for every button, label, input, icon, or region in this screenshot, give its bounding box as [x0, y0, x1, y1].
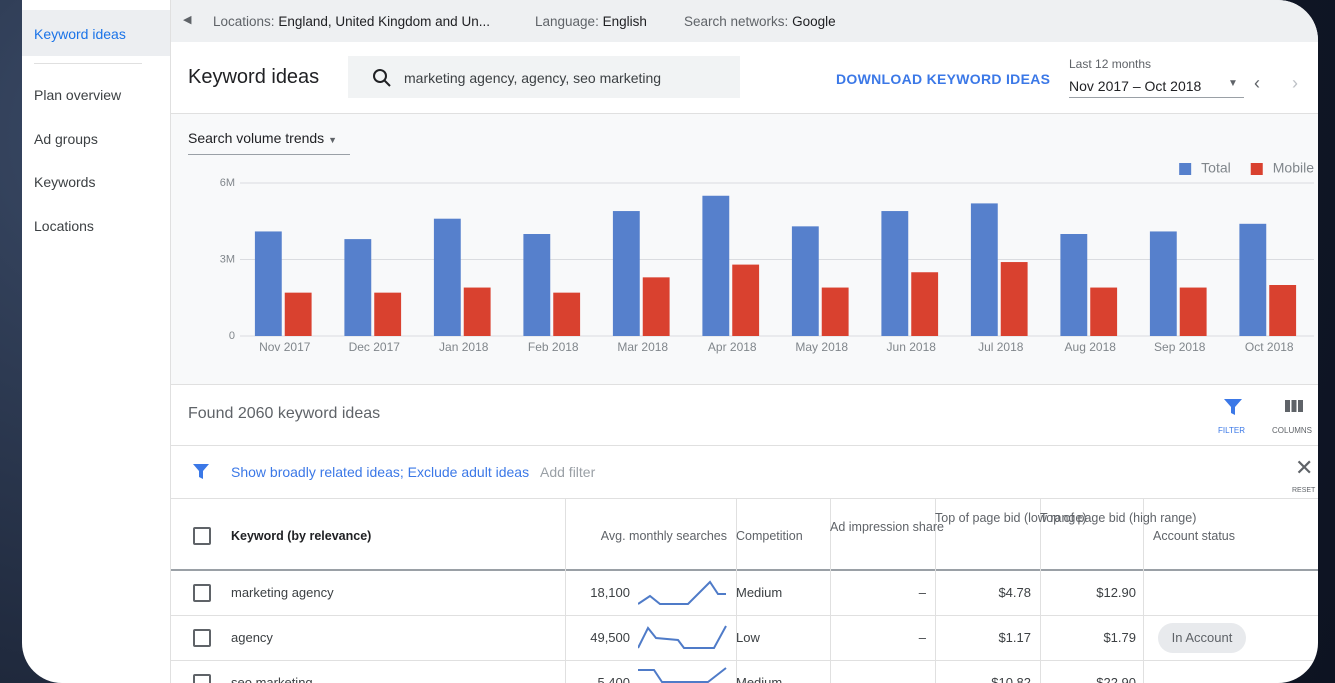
row-checkbox[interactable]: [193, 629, 211, 647]
header-rule: [171, 569, 1318, 571]
row-divider: [171, 615, 1318, 616]
app-card: Keyword ideas Plan overview Ad groups Ke…: [22, 0, 1318, 683]
table-cell: $1.17: [935, 630, 1031, 645]
column-header[interactable]: Top of page bid (low range): [935, 509, 1031, 527]
column-header[interactable]: Competition: [736, 527, 828, 545]
row-checkbox[interactable]: [193, 674, 211, 683]
column-header[interactable]: Keyword (by relevance): [231, 527, 561, 545]
column-divider: [1143, 499, 1144, 683]
table-cell: –: [830, 675, 926, 683]
page: Keyword ideas Plan overview Ad groups Ke…: [0, 0, 1335, 683]
table-cell: $1.79: [1040, 630, 1136, 645]
column-header[interactable]: Avg. monthly searches: [565, 527, 727, 545]
column-header[interactable]: Ad impression share: [830, 518, 926, 536]
status-chip: In Account: [1158, 623, 1246, 653]
keyword-table: Keyword (by relevance)Avg. monthly searc…: [22, 0, 1318, 683]
table-cell: 49,500: [565, 630, 630, 645]
table-cell: Low: [736, 630, 828, 645]
select-all-checkbox[interactable]: [193, 527, 211, 545]
table-cell: agency: [231, 630, 561, 645]
row-checkbox[interactable]: [193, 584, 211, 602]
row-divider: [171, 660, 1318, 661]
table-cell: –: [830, 630, 926, 645]
table-cell: –: [830, 585, 926, 600]
sparkline: [638, 622, 728, 654]
table-cell: Medium: [736, 585, 828, 600]
sparkline: [638, 666, 728, 683]
table-cell: 5,400: [565, 675, 630, 683]
table-cell: 18,100: [565, 585, 630, 600]
table-cell: $4.78: [935, 585, 1031, 600]
table-cell: $10.82: [935, 675, 1031, 683]
table-cell: seo marketing: [231, 675, 561, 683]
table-cell: Medium: [736, 675, 828, 683]
table-cell: $22.90: [1040, 675, 1136, 683]
column-header[interactable]: Account status: [1153, 527, 1283, 545]
sparkline: [638, 578, 728, 610]
table-cell: $12.90: [1040, 585, 1136, 600]
table-cell: marketing agency: [231, 585, 561, 600]
column-header[interactable]: Top of page bid (high range): [1040, 509, 1136, 527]
